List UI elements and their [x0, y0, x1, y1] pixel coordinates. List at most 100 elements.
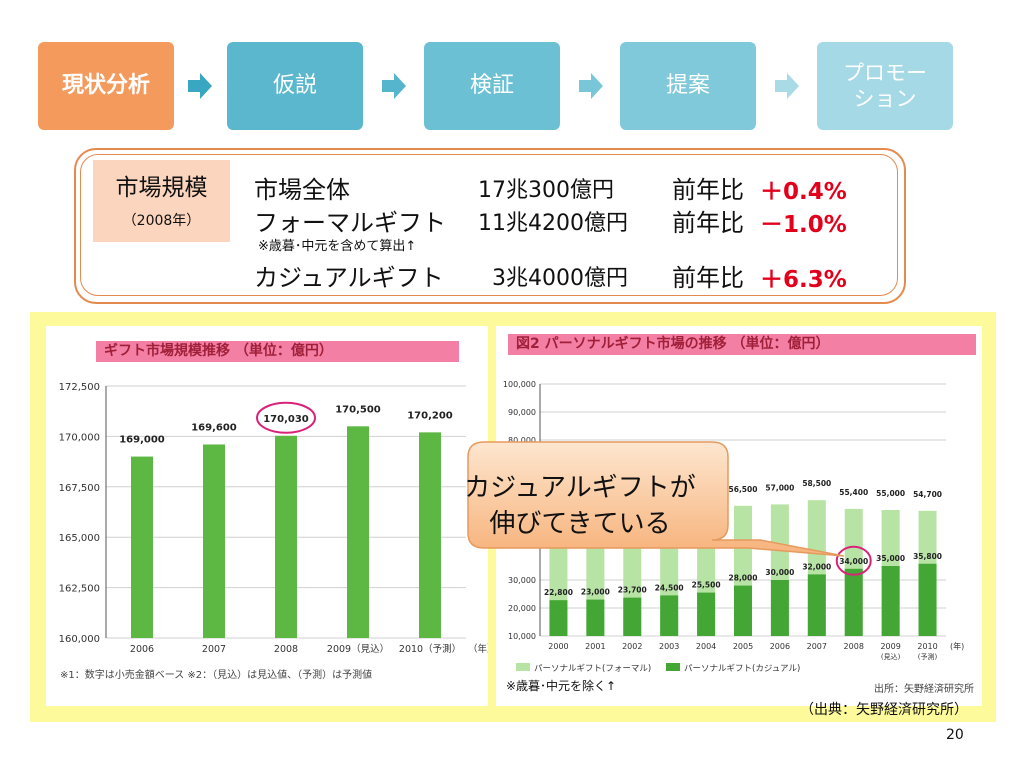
- y-tick-label: 160,000: [59, 634, 100, 645]
- y-tick-label: 167,500: [59, 483, 100, 494]
- market-row-change: －1.0%: [760, 212, 847, 238]
- x-tick-label: 2009（見込）: [327, 643, 389, 655]
- data-label-formal: 56,500: [729, 485, 758, 494]
- x-tick-label: 2008: [274, 644, 298, 655]
- data-label-casual: 23,700: [618, 586, 647, 595]
- bar-casual: [770, 580, 789, 636]
- x-tick-label: 2004: [696, 642, 716, 651]
- legend-label: パーソナルギフト(カジュアル): [684, 664, 800, 674]
- bar-casual: [660, 595, 679, 636]
- legend-swatch: [666, 663, 680, 671]
- chart-source: 出所：矢野経済研究所: [874, 684, 974, 695]
- data-label-casual: 22,800: [544, 588, 573, 597]
- market-size-box: 市場規模 （2008年）: [93, 160, 230, 242]
- bar-casual: [623, 597, 642, 636]
- bar: [347, 426, 369, 638]
- bar: [275, 435, 297, 638]
- market-size-year: （2008年）: [122, 213, 201, 229]
- bar-casual: [807, 574, 826, 636]
- highlight-circle: [256, 401, 316, 434]
- y-tick-label: 30,000: [508, 576, 536, 585]
- x-tick-label: (予測): [918, 652, 938, 661]
- bar-casual: [549, 600, 568, 636]
- bar-casual: [734, 585, 752, 636]
- legend-label: パーソナルギフト(フォーマル): [534, 664, 651, 674]
- y-tick-label: 20,000: [508, 604, 536, 613]
- chart-title: ギフト市場規模推移 （単位：億円）: [96, 341, 459, 362]
- x-unit-label: (年): [950, 641, 964, 651]
- chart-footnote: ※1：数字は小売金額ベース ※2：（見込）は見込値、（予測）は予測値: [60, 670, 373, 681]
- market-row-prev: 前年比: [672, 264, 744, 292]
- bar-casual: [844, 568, 863, 636]
- step-current-analysis: 現状分析: [38, 42, 174, 130]
- step-promotion-label: プロモー ション: [843, 61, 927, 111]
- chart-title: 図2 パーソナルギフト市場の推移 （単位：億円）: [508, 334, 976, 355]
- data-label-casual: 30,000: [765, 568, 794, 577]
- x-tick-label: 2010: [917, 642, 937, 651]
- data-label-casual: 34,000: [839, 557, 868, 566]
- step-hypothesis: 仮説: [227, 42, 363, 130]
- highlight-circle: [835, 545, 872, 576]
- bar-casual: [918, 563, 937, 636]
- y-tick-label: 80,000: [508, 436, 536, 445]
- x-unit-label: （年）: [468, 643, 488, 655]
- callout-text: カジュアルギフトが 伸びてきている: [464, 473, 696, 539]
- bar-casual: [697, 592, 716, 636]
- data-label-formal: 54,700: [913, 490, 942, 499]
- arrow-right-icon: [382, 73, 406, 99]
- x-tick-label: 2006: [130, 644, 154, 655]
- market-row-change: ＋0.4%: [760, 179, 847, 205]
- market-summary-frame: [74, 148, 906, 304]
- market-row-change: ＋6.3%: [760, 267, 847, 293]
- market-size-title: 市場規模: [115, 175, 208, 201]
- x-tick-label: 2005: [733, 642, 753, 651]
- market-summary-inner-frame: [80, 154, 898, 296]
- y-tick-label: 90,000: [508, 408, 536, 417]
- data-label: 170,030: [263, 414, 309, 425]
- data-label-formal: 58,500: [802, 479, 831, 488]
- page-number: 20: [946, 727, 964, 743]
- data-label-formal: 57,000: [765, 483, 794, 492]
- bar-casual: [881, 566, 900, 636]
- market-row-value: 11兆4200億円: [478, 211, 628, 236]
- data-label: 170,500: [335, 404, 381, 415]
- chart-gift-market-size: 172,500 170,000 167,500 165,000 162,500 160,0…: [59, 382, 488, 655]
- x-tick-label: 2006: [770, 642, 790, 651]
- market-row-value: 3兆4000億円: [492, 266, 628, 291]
- x-tick-label: 2003: [659, 642, 679, 651]
- data-label-casual: 35,800: [913, 552, 942, 561]
- step-promotion: プロモー ション: [817, 42, 953, 130]
- step-verification: 検証: [424, 42, 560, 130]
- source-citation: （出典：矢野経済研究所）: [800, 702, 968, 718]
- x-tick-label: 2007: [202, 644, 226, 655]
- market-row-label: フォーマルギフト: [254, 209, 446, 237]
- x-tick-label: 2008: [844, 642, 864, 651]
- y-tick-label: 10,000: [508, 632, 536, 641]
- data-label-casual: 25,500: [692, 581, 721, 590]
- data-label: 169,000: [119, 435, 165, 446]
- market-row-value: 17兆300億円: [478, 178, 614, 203]
- market-note: ※歳暮･中元を含めて算出↑: [258, 239, 417, 254]
- market-row-prev: 前年比: [672, 176, 744, 204]
- x-tick-label: 2010（予測）: [399, 643, 461, 655]
- x-tick-label: 2009: [880, 642, 900, 651]
- x-tick-label: 2002: [622, 642, 642, 651]
- data-label-casual: 24,500: [655, 583, 684, 592]
- data-label-casual: 32,000: [802, 562, 831, 571]
- data-label-formal: 55,400: [839, 488, 868, 497]
- bar-casual: [586, 599, 605, 636]
- data-label-formal: 55,000: [876, 489, 905, 498]
- y-tick-label: 100,000: [503, 380, 536, 389]
- arrow-right-icon: [579, 73, 603, 99]
- bar: [131, 456, 153, 638]
- data-label-casual: 23,000: [581, 588, 610, 597]
- arrow-right-icon: [188, 73, 212, 99]
- bar: [203, 444, 225, 638]
- market-row-label: 市場全体: [254, 176, 350, 204]
- data-label: 170,200: [407, 410, 453, 421]
- y-tick-label: 165,000: [59, 533, 100, 544]
- chart-panel-gift-market: ギフト市場規模推移 （単位：億円） 172,500 170,000 167,500 1…: [46, 326, 488, 706]
- y-tick-label: 170,000: [59, 432, 100, 443]
- bar: [419, 432, 441, 638]
- data-label: 169,600: [191, 422, 237, 433]
